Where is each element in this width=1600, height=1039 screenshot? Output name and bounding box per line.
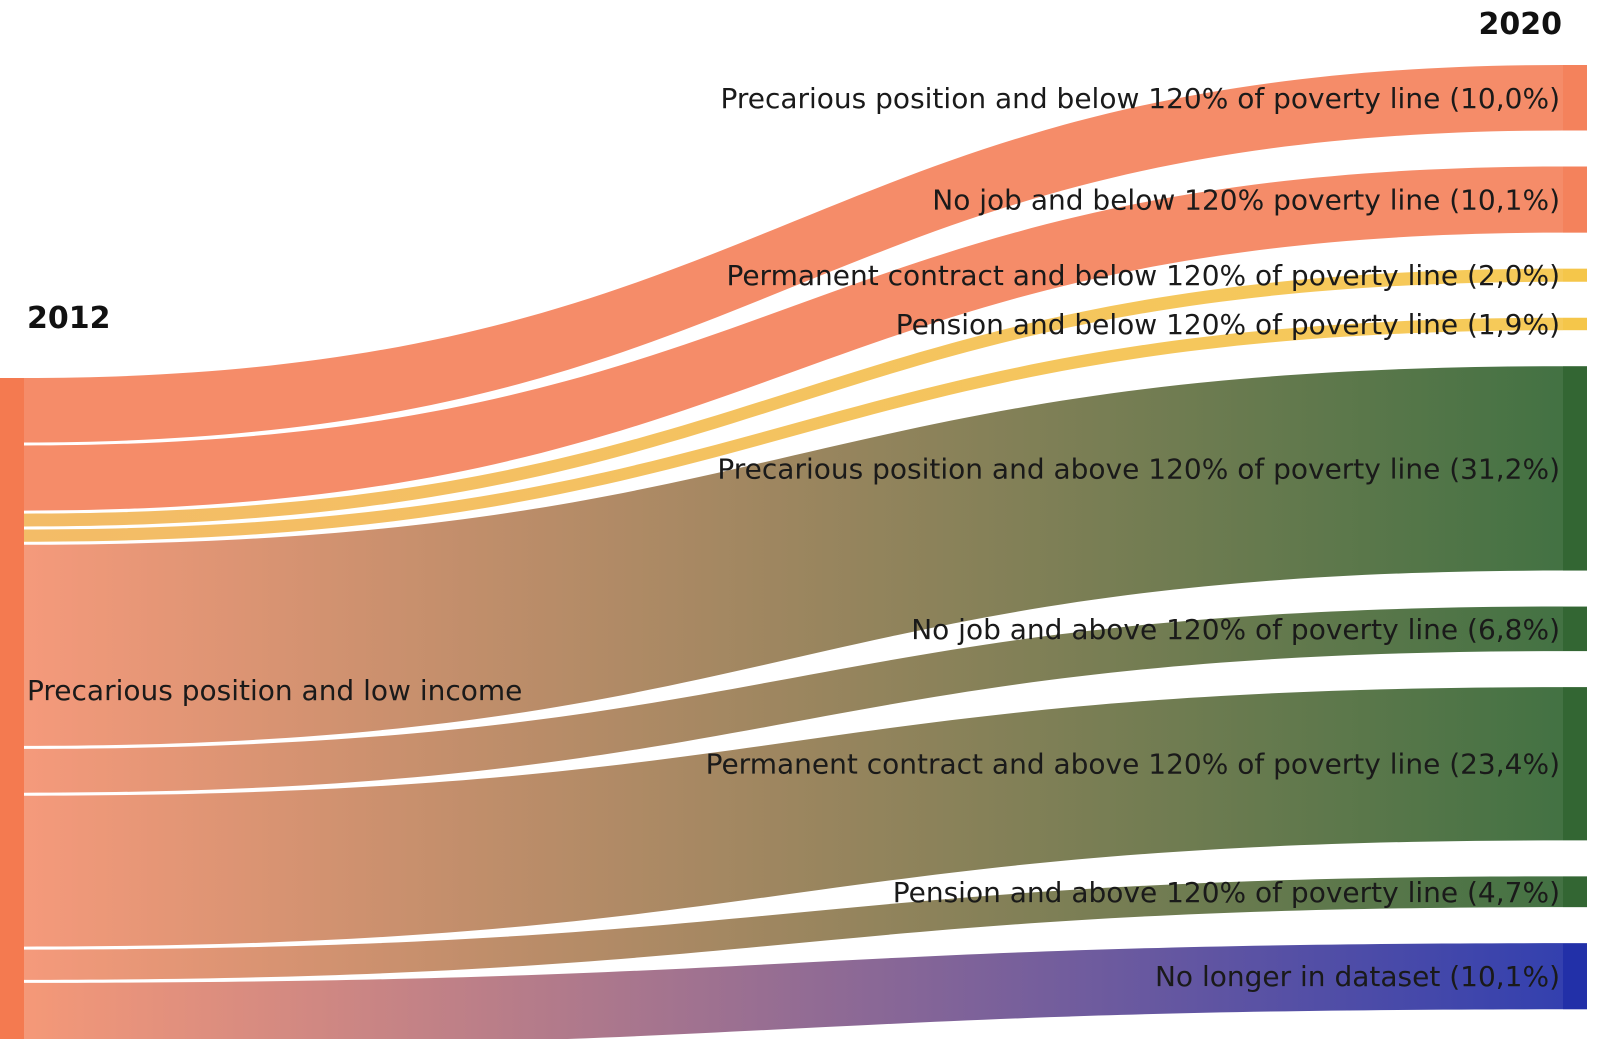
- target-node-label: No job and above 120% of poverty line (6…: [911, 613, 1560, 646]
- source-node-bar: [0, 378, 24, 1039]
- target-node-bar: [1563, 606, 1587, 652]
- target-node-label: Precarious position and below 120% of po…: [720, 82, 1560, 115]
- target-node-bar: [1563, 687, 1587, 841]
- target-node-bar: [1563, 166, 1587, 233]
- flow-ribbon: [24, 65, 1563, 443]
- target-node-bar: [1563, 65, 1587, 131]
- target-node-label: No job and below 120% poverty line (10,1…: [932, 184, 1560, 217]
- target-node-label: Pension and below 120% of poverty line (…: [896, 308, 1560, 341]
- target-node-label: Precarious position and above 120% of po…: [717, 452, 1560, 485]
- target-node-bar: [1563, 876, 1587, 908]
- flow-ribbon: [24, 943, 1563, 1039]
- target-node-label: Permanent contract and below 120% of pov…: [726, 259, 1560, 292]
- target-node-label: Permanent contract and above 120% of pov…: [706, 748, 1560, 781]
- source-node-label: Precarious position and low income: [27, 674, 522, 707]
- flow-ribbon: [24, 268, 1563, 527]
- target-node-bar: [1563, 317, 1587, 331]
- flow-ribbon: [24, 366, 1563, 746]
- target-node-label: No longer in dataset (10,1%): [1155, 960, 1560, 993]
- target-node-label: Pension and above 120% of poverty line (…: [893, 876, 1560, 909]
- flow-ribbon: [24, 606, 1563, 793]
- flow-ribbon: [24, 876, 1563, 980]
- flow-ribbon: [24, 687, 1563, 947]
- target-node-bar: [1563, 268, 1587, 282]
- target-node-bar: [1563, 943, 1587, 1010]
- flow-ribbon: [24, 317, 1563, 542]
- target-year-label: 2020: [1479, 7, 1563, 42]
- flow-ribbon: [24, 166, 1563, 511]
- target-node-bar: [1563, 366, 1587, 571]
- source-year-label: 2012: [27, 301, 111, 336]
